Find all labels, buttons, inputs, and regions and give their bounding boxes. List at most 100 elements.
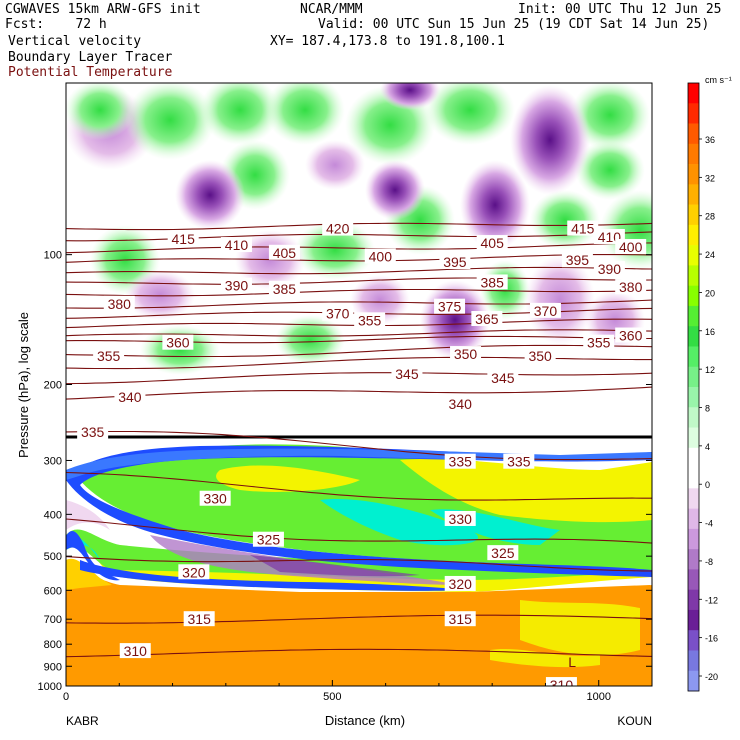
colorbar-swatch — [688, 123, 699, 145]
theta-label-bg — [364, 248, 396, 264]
colorbar-swatch — [688, 326, 699, 347]
theta-label-bg — [119, 643, 151, 659]
header-field1: Vertical velocity — [8, 34, 142, 49]
x-endpoint-left: KABR — [66, 714, 99, 728]
theta-label-bg — [444, 611, 476, 627]
theta-label-bg — [450, 346, 482, 362]
x-axis-label: Distance (km) — [325, 713, 405, 728]
theta-label-bg — [220, 277, 252, 293]
colorbar-tick-label: 24 — [705, 250, 715, 260]
theta-label-bg — [268, 280, 300, 296]
theta-label: 395 — [566, 252, 590, 268]
theta-label: 385 — [273, 281, 297, 297]
theta-label: 410 — [225, 237, 249, 253]
theta-contour-365 — [66, 329, 652, 337]
theta-label-bg — [93, 348, 125, 364]
y-tick-label: 400 — [44, 509, 62, 521]
header-xy: XY= 187.4,173.8 to 191.8,100.1 — [270, 34, 505, 49]
theta-label-bg — [103, 295, 135, 311]
theta-contour-385 — [66, 288, 652, 297]
theta-label: 310 — [124, 643, 148, 659]
colorbar-swatch — [688, 609, 699, 631]
theta-label: 340 — [118, 389, 142, 405]
theta-label: 370 — [534, 303, 558, 319]
y-tick-label: 500 — [44, 551, 62, 563]
colorbar-tick-label: 28 — [705, 212, 715, 222]
theta-label: 330 — [449, 511, 473, 527]
colorbar-swatch — [688, 285, 699, 307]
header-center: NCAR/MMM — [300, 2, 363, 17]
colorbar-swatch — [688, 650, 699, 672]
theta-label-bg — [561, 252, 593, 268]
theta-label-bg — [583, 334, 615, 350]
theta-label-bg — [178, 564, 210, 580]
theta-label: 360 — [166, 335, 190, 351]
theta-label-bg — [545, 677, 577, 686]
theta-label: 355 — [587, 335, 611, 351]
theta-label-bg — [593, 261, 625, 277]
theta-label: 315 — [449, 611, 473, 627]
y-tick-label: 100 — [44, 250, 62, 262]
theta-label: 405 — [481, 235, 505, 251]
theta-label-bg — [444, 396, 476, 412]
theta-label: 360 — [619, 328, 643, 344]
colorbar-swatch — [688, 143, 699, 165]
theta-label-bg — [114, 389, 146, 405]
theta-label-bg — [354, 312, 386, 328]
y-tick-label: 200 — [44, 380, 62, 392]
header-field3: Potential Temperature — [8, 65, 173, 80]
theta-contour-330 — [66, 471, 652, 501]
theta-contour-415 — [66, 222, 652, 231]
colorbar: 36 32 28 24 20 16 12 8 4 0 -4 -8 -12 -16 -20 — [687, 82, 718, 692]
theta-label: 390 — [598, 261, 622, 277]
boundary-layer-tracer — [66, 444, 652, 686]
theta-contour-315 — [66, 614, 652, 624]
colorbar-swatch — [688, 630, 699, 651]
theta-contour-390 — [66, 277, 652, 285]
theta-label-bg — [199, 490, 231, 506]
colorbar-tick-label: -16 — [705, 634, 718, 644]
theta-label-bg — [529, 302, 561, 318]
theta-contour-345 — [66, 372, 652, 385]
colorbar-swatch — [688, 589, 699, 611]
header-fcst: Fcst: 72 h — [5, 17, 107, 32]
theta-label: 325 — [257, 532, 281, 548]
theta-label-bg — [322, 305, 354, 321]
theta-label: 390 — [225, 278, 249, 294]
theta-label-bg — [439, 253, 471, 269]
colorbar-swatch — [688, 447, 699, 469]
colorbar-swatch — [688, 164, 699, 185]
theta-contour-310 — [66, 648, 652, 658]
theta-label: 365 — [475, 311, 499, 327]
x-endpoint-right: KOUN — [617, 714, 652, 728]
theta-label: 330 — [203, 491, 227, 507]
theta-label-bg — [167, 231, 199, 247]
colorbar-tick-label: 4 — [705, 442, 710, 452]
theta-label-bg — [524, 348, 556, 364]
theta-contour-405 — [66, 242, 652, 254]
theta-contour-400 — [66, 254, 652, 263]
y-axis: 100 200 300 400 500 600 700 800 900 1000 — [38, 250, 652, 693]
theta-contour-325 — [66, 518, 652, 544]
colorbar-tick-label: -4 — [705, 519, 713, 529]
colorbar-swatch — [688, 184, 699, 205]
theta-label-bg — [503, 453, 535, 469]
annotations: L — [568, 654, 576, 670]
theta-label: 355 — [97, 348, 121, 364]
colorbar-swatch — [688, 387, 699, 408]
theta-label: 335 — [507, 454, 531, 470]
theta-label-bg — [444, 453, 476, 469]
x-axis: 0 500 1000 — [63, 680, 611, 703]
colorbar-swatch — [688, 265, 699, 286]
theta-label: 380 — [619, 279, 643, 295]
y-tick-label: 1000 — [38, 681, 62, 693]
theta-label-bg — [268, 244, 300, 260]
theta-label: 340 — [449, 396, 473, 412]
colorbar-swatch — [688, 245, 699, 266]
y-tick-label: 300 — [44, 455, 62, 467]
colorbar-tick-label: 20 — [705, 288, 715, 298]
colorbar-tick-label: 16 — [705, 327, 715, 337]
theta-label: 315 — [188, 611, 212, 627]
x-tick-label: 1000 — [586, 691, 610, 703]
